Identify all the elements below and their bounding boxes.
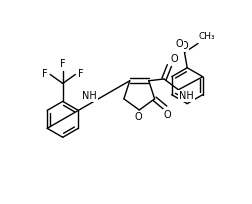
Text: NH: NH [82, 91, 97, 101]
Text: O: O [181, 41, 188, 51]
Text: O: O [164, 110, 171, 120]
Text: F: F [42, 69, 48, 80]
Text: NH: NH [179, 91, 194, 101]
Text: O: O [176, 39, 183, 49]
Text: F: F [78, 69, 83, 80]
Text: O: O [134, 112, 142, 122]
Text: CH₃: CH₃ [199, 32, 216, 41]
Text: F: F [60, 59, 66, 69]
Text: O: O [170, 54, 178, 64]
